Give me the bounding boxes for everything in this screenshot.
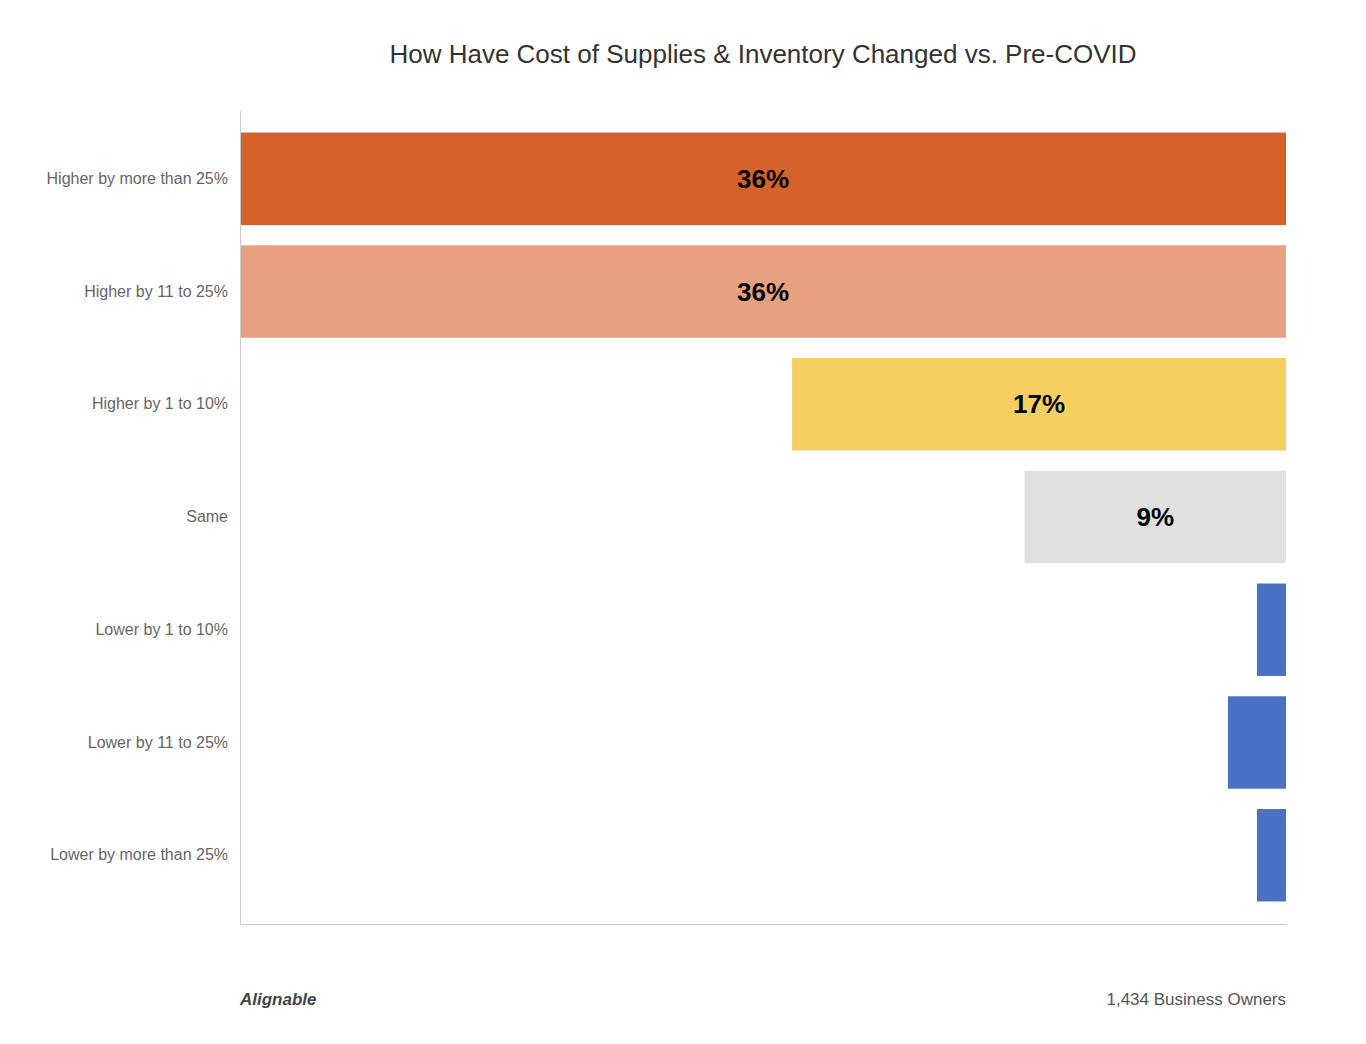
bar: [792, 358, 1286, 450]
bars: [240, 133, 1286, 902]
y-tick: Lower by 11 to 25%: [88, 734, 228, 751]
x-axis-line: [241, 924, 1287, 925]
data-label: 36%: [737, 164, 789, 194]
chart: Higher by more than 25% Higher by 11 to 2…: [0, 0, 1366, 1044]
y-tick: Lower by 1 to 10%: [95, 621, 228, 638]
bar: [1257, 809, 1286, 901]
y-tick: Lower by more than 25%: [50, 846, 228, 863]
y-tick: Higher by 11 to 25%: [84, 283, 228, 300]
data-label: 36%: [737, 277, 789, 307]
y-tick: Same: [186, 508, 228, 525]
y-tick-label: Lower by more than 25%: [50, 846, 228, 863]
bar: [240, 245, 1286, 337]
y-tick: Higher by 1 to 10%: [92, 395, 228, 412]
bar: [1025, 471, 1287, 563]
y-tick-label: Lower by 1 to 10%: [95, 621, 228, 638]
y-tick: Higher by more than 25%: [47, 170, 228, 187]
y-tick-label: Higher by 11 to 25%: [84, 283, 228, 300]
data-label: 17%: [1013, 389, 1065, 419]
y-tick-label: Higher by more than 25%: [47, 170, 228, 187]
annotation: 1,434 Business Owners: [1106, 990, 1286, 1009]
annotation: Alignable: [239, 990, 317, 1009]
y-tick-label: Lower by 11 to 25%: [88, 734, 228, 751]
x-axis: [241, 924, 1287, 925]
title: How Have Cost of Supplies & Inventory Ch…: [389, 39, 1136, 69]
y-axis: Higher by more than 25% Higher by 11 to 2…: [47, 111, 241, 925]
plot-area: Higher by more than 25% Higher by 11 to 2…: [47, 111, 1287, 925]
data-label: 9%: [1136, 502, 1174, 532]
y-axis-line: [240, 111, 241, 925]
bar: [1257, 584, 1286, 676]
bar: [1228, 696, 1286, 788]
data-labels: 36% 36% 17% 9%: [737, 164, 1174, 532]
y-tick-label: Same: [186, 508, 228, 525]
y-tick-label: Higher by 1 to 10%: [92, 395, 228, 412]
bar: [240, 133, 1286, 225]
